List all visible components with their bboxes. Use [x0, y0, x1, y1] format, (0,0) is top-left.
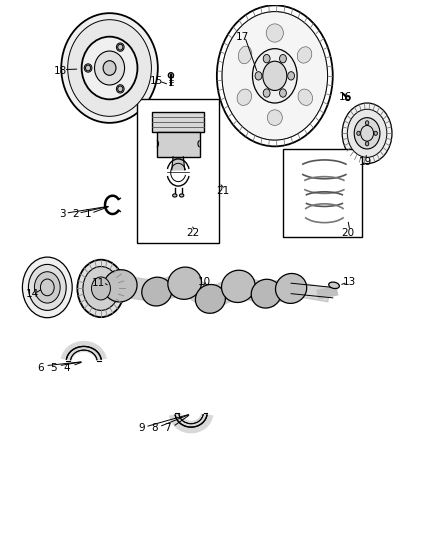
Ellipse shape [222, 270, 255, 302]
Circle shape [255, 71, 262, 80]
Text: 4: 4 [64, 364, 70, 373]
Text: 16: 16 [339, 92, 352, 102]
Ellipse shape [251, 279, 281, 308]
Circle shape [92, 277, 110, 300]
Circle shape [78, 260, 124, 317]
Circle shape [279, 89, 286, 97]
Circle shape [263, 61, 287, 91]
Circle shape [252, 49, 297, 103]
Ellipse shape [346, 96, 350, 100]
Circle shape [279, 54, 286, 63]
Circle shape [365, 142, 369, 146]
Text: 18: 18 [53, 66, 67, 76]
Ellipse shape [117, 85, 124, 93]
Circle shape [354, 118, 380, 149]
Ellipse shape [237, 89, 251, 106]
Circle shape [35, 272, 60, 303]
Circle shape [222, 12, 328, 140]
Ellipse shape [328, 282, 339, 288]
Text: 10: 10 [198, 277, 211, 287]
Text: 7: 7 [164, 423, 171, 433]
Ellipse shape [142, 277, 172, 306]
Text: 13: 13 [343, 277, 357, 287]
Bar [283, 149, 362, 237]
Text: 19: 19 [358, 157, 371, 167]
Ellipse shape [267, 110, 283, 125]
Ellipse shape [195, 285, 226, 313]
Ellipse shape [168, 72, 173, 78]
Circle shape [288, 71, 294, 80]
Text: 20: 20 [341, 228, 354, 238]
Text: 11: 11 [92, 278, 106, 288]
Circle shape [365, 121, 369, 125]
Bar [157, 132, 200, 157]
Ellipse shape [61, 13, 158, 123]
Ellipse shape [180, 194, 184, 197]
Circle shape [83, 266, 119, 310]
Text: 6: 6 [38, 364, 44, 373]
Ellipse shape [81, 37, 138, 99]
Ellipse shape [298, 89, 313, 106]
Ellipse shape [168, 267, 201, 300]
Text: 3: 3 [59, 209, 66, 219]
Text: 22: 22 [187, 228, 200, 238]
Ellipse shape [103, 61, 116, 75]
Circle shape [357, 131, 360, 135]
Bar [138, 99, 219, 243]
Ellipse shape [238, 46, 252, 64]
Circle shape [347, 109, 387, 157]
Ellipse shape [68, 20, 152, 116]
Circle shape [28, 264, 66, 310]
Circle shape [263, 89, 270, 97]
Text: 9: 9 [138, 423, 145, 433]
Text: 14: 14 [26, 289, 39, 299]
Circle shape [263, 54, 270, 63]
Ellipse shape [173, 194, 177, 197]
Ellipse shape [266, 24, 283, 42]
Text: 1: 1 [85, 209, 92, 219]
Ellipse shape [84, 64, 92, 72]
Text: 21: 21 [217, 186, 230, 196]
Text: 15: 15 [150, 76, 163, 86]
Ellipse shape [103, 270, 137, 302]
Text: 8: 8 [151, 423, 158, 433]
Bar [152, 112, 204, 132]
Polygon shape [172, 157, 185, 170]
Text: 5: 5 [50, 364, 57, 373]
Ellipse shape [117, 43, 124, 51]
Text: 17: 17 [236, 31, 249, 42]
Ellipse shape [297, 47, 312, 63]
Circle shape [374, 131, 378, 135]
Circle shape [22, 257, 72, 318]
Ellipse shape [276, 273, 307, 303]
Ellipse shape [95, 51, 124, 85]
Circle shape [342, 103, 392, 164]
Text: 2: 2 [72, 209, 78, 219]
